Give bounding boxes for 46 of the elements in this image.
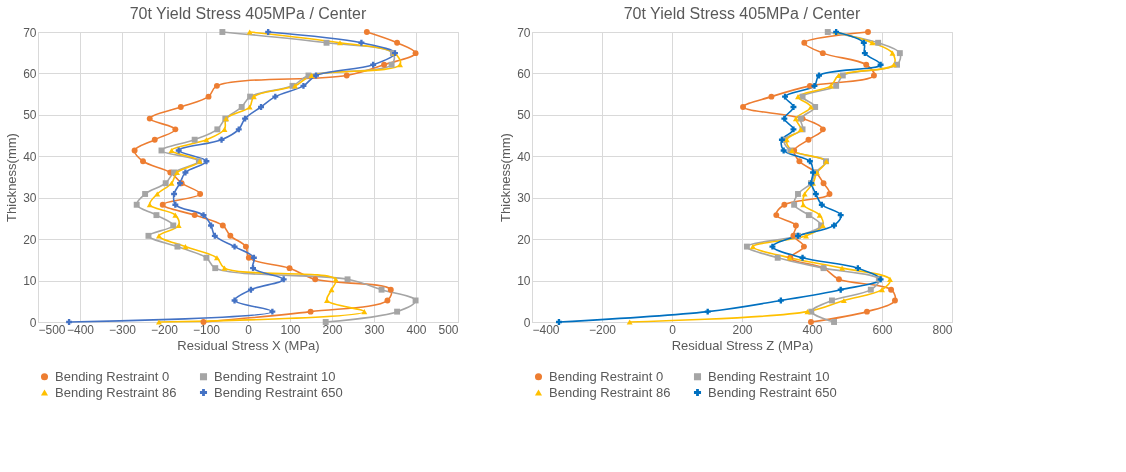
y-tick-label: 50: [23, 108, 37, 123]
x-tick-label: 200: [322, 322, 343, 337]
x-tick-label: 0: [669, 322, 677, 337]
y-axis-title: Thickness(mm): [498, 133, 514, 222]
x-axis-title: Residual Stress Z (MPa): [671, 337, 814, 353]
y-tick-label: 70: [23, 25, 37, 40]
x-tick-label: −100: [192, 322, 221, 337]
x-tick-label: 400: [802, 322, 823, 337]
legend-label: Bending Restraint 10: [708, 368, 830, 384]
x-tick-label: −500: [38, 322, 66, 337]
y-tick-label: 40: [517, 149, 531, 164]
y-tick-label: 20: [517, 232, 531, 247]
y-tick-label: 10: [23, 274, 37, 289]
x-tick-label: −200: [588, 322, 617, 337]
legend-label: Bending Restraint 650: [708, 384, 837, 400]
x-tick-label: 500: [438, 322, 459, 337]
x-tick-label: −400: [532, 322, 560, 337]
y-tick-label: 60: [23, 66, 37, 81]
y-tick-label: 20: [23, 232, 37, 247]
legend-label: Bending Restraint 86: [55, 384, 177, 400]
x-tick-label: −200: [150, 322, 179, 337]
y-tick-label: 70: [517, 25, 531, 40]
legend-label: Bending Restraint 0: [55, 368, 170, 384]
x-tick-label: 100: [280, 322, 301, 337]
x-tick-label: 0: [245, 322, 253, 337]
x-tick-label: −400: [66, 322, 95, 337]
legend-label: Bending Restraint 86: [549, 384, 671, 400]
legend-label: Bending Restraint 650: [214, 384, 343, 400]
chart-title: 70t Yield Stress 405MPa / Center: [129, 5, 367, 22]
y-tick-label: 50: [517, 108, 531, 123]
y-axis-title: Thickness(mm): [4, 133, 20, 222]
x-tick-label: 200: [732, 322, 753, 337]
x-tick-label: 400: [406, 322, 427, 337]
legend-label: Bending Restraint 0: [549, 368, 664, 384]
legend-label: Bending Restraint 10: [214, 368, 336, 384]
x-axis-title: Residual Stress X (MPa): [177, 337, 320, 353]
x-tick-label: 800: [932, 322, 953, 337]
y-tick-label: 30: [23, 191, 37, 206]
x-tick-label: −300: [108, 322, 137, 337]
x-tick-label: 600: [872, 322, 893, 337]
y-tick-label: 30: [517, 191, 531, 206]
y-tick-label: 40: [23, 149, 37, 164]
y-tick-label: 60: [517, 66, 531, 81]
y-tick-label: 10: [517, 274, 531, 289]
chart-title: 70t Yield Stress 405MPa / Center: [623, 5, 861, 22]
x-tick-label: 300: [364, 322, 385, 337]
